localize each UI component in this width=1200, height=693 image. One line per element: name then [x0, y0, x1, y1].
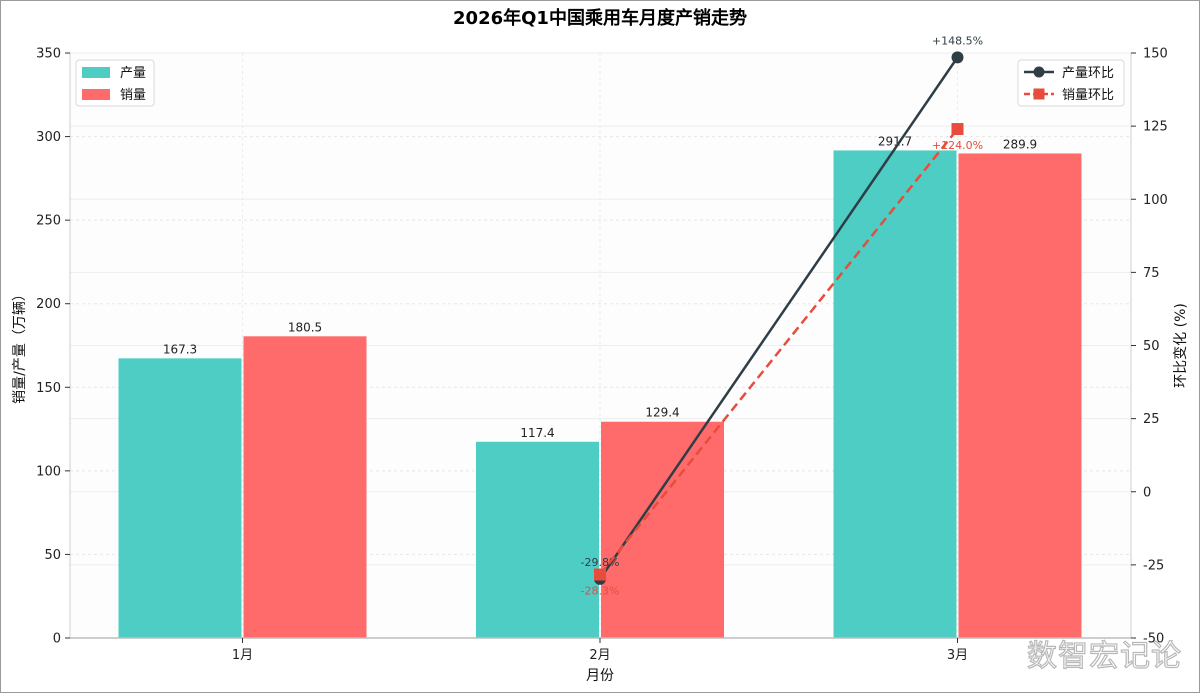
y-tick-label: 350 [36, 47, 61, 62]
legend-label: 产量环比 [1062, 66, 1114, 81]
line-value-label: +148.5% [932, 34, 983, 47]
line-value-label: -28.3% [581, 585, 620, 598]
marker-circle [951, 51, 964, 64]
y2-tick-label: 75 [1143, 266, 1160, 281]
bar-value-label: 180.5 [288, 320, 322, 334]
bar-value-label: 289.9 [1003, 137, 1037, 151]
bar-value-label: 129.4 [645, 406, 679, 420]
marker-square [951, 123, 964, 136]
y-axis-title: 销量/产量（万辆） [12, 287, 28, 404]
bar-value-label: 167.3 [163, 342, 197, 356]
bar-sales [243, 336, 367, 638]
line-value-label: +124.0% [932, 139, 983, 152]
y2-tick-label: 25 [1143, 412, 1160, 427]
line-production-mom [598, 56, 959, 580]
legend-label: 销量 [120, 88, 146, 103]
y2-tick-label: -50 [1143, 632, 1164, 647]
y-tick-label: 100 [36, 464, 61, 479]
bar-sales [958, 153, 1082, 638]
bar-production [833, 150, 957, 639]
chart-title: 2026年Q1中国乘用车月度产销走势 [453, 7, 747, 29]
x-tick-label: 3月 [947, 648, 968, 663]
line-value-label: -29.8% [581, 556, 620, 569]
y2-tick-label: -25 [1143, 558, 1164, 573]
watermark-text: 数智宏记论 [1027, 639, 1182, 674]
y2-tick-label: 125 [1143, 120, 1168, 135]
y-tick-label: 0 [53, 632, 61, 647]
legend-marker-square [1033, 88, 1045, 100]
y2-axis-title: 环比变化 (%) [1173, 303, 1189, 388]
legend-label: 产量 [120, 66, 146, 81]
x-tick-label: 2月 [589, 648, 610, 663]
y2-tick-label: 150 [1143, 47, 1168, 62]
y-tick-label: 250 [36, 214, 61, 229]
bar-production [118, 358, 242, 638]
legend-label: 销量环比 [1062, 88, 1114, 103]
y2-tick-label: 50 [1143, 339, 1160, 354]
y-tick-label: 150 [36, 381, 61, 396]
x-axis-title: 月份 [586, 668, 614, 684]
bar-production [476, 441, 599, 638]
bar-sales [601, 421, 724, 638]
legend-marker-circle [1033, 66, 1045, 78]
legend-swatch [82, 89, 110, 100]
bar-value-label: 291.7 [878, 134, 912, 148]
y2-tick-label: 100 [1143, 193, 1168, 208]
y2-tick-label: 0 [1143, 485, 1151, 500]
y-tick-label: 200 [36, 297, 61, 312]
x-tick-label: 1月 [232, 648, 253, 663]
y-tick-label: 300 [36, 130, 61, 145]
legend-swatch [82, 67, 110, 78]
marker-square [594, 568, 606, 581]
y-tick-label: 50 [44, 548, 61, 563]
bar-value-label: 117.4 [520, 426, 554, 440]
line-sales-mom [599, 128, 959, 576]
